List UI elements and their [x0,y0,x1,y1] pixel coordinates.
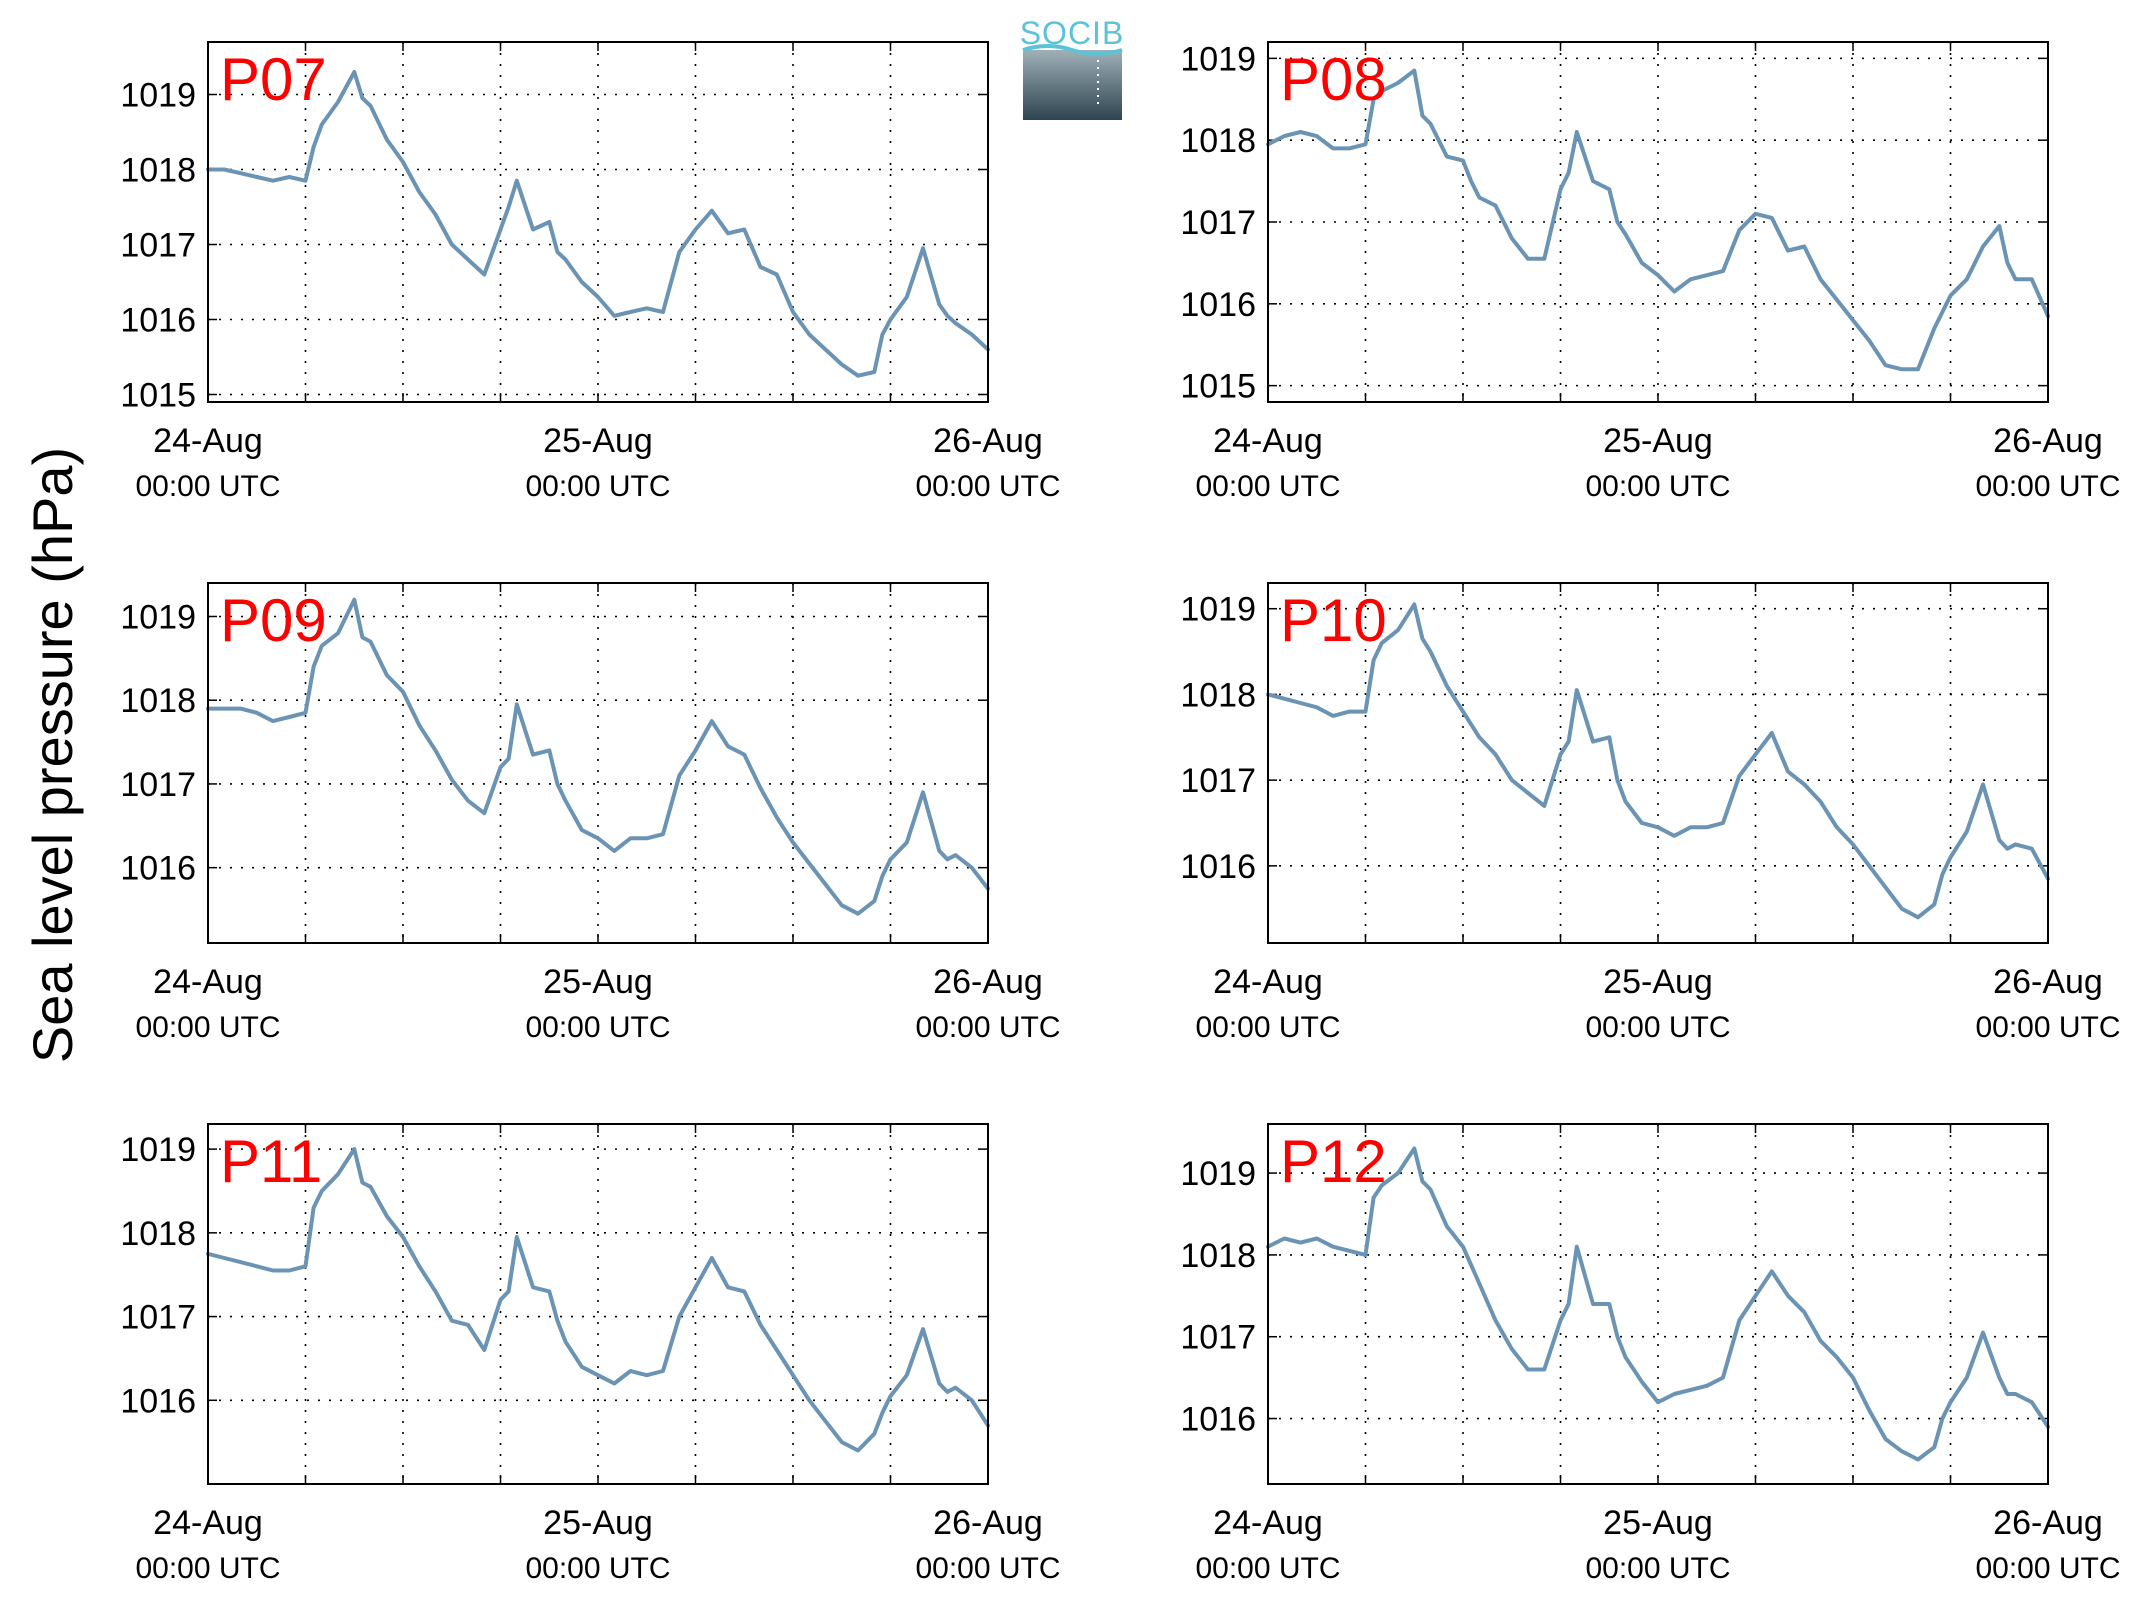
x-tick-label: 26-Aug [1993,422,2103,460]
y-tick-label: 1016 [120,1382,196,1420]
panel-title: P08 [1280,46,1387,113]
y-tick-label: 1017 [1180,204,1256,242]
y-tick-label: 1016 [120,850,196,888]
panel-p11: 1016 1017 1018 1019 24-Aug 00:00 UTC 25-Aug 00:… [120,1123,1061,1585]
x-tick-label: 24-Aug [1213,422,1323,460]
x-tick-sublabel: 00:00 UTC [525,1011,670,1044]
panels: 1015 1016 1017 1018 1019 24-Aug 00:00 UTC 25-Au… [120,40,2120,1585]
x-tick-sublabel: 00:00 UTC [525,470,670,503]
series-line [206,597,990,916]
x-tick-label: 25-Aug [543,422,653,460]
x-tick-sublabel: 00:00 UTC [135,470,280,503]
y-tick-label: 1019 [1180,1155,1256,1193]
panel-title: P11 [220,1128,322,1195]
figure-ylabel: Sea level pressure (hPa) [21,447,84,1063]
axes-frame [207,41,989,403]
y-tick-label: 1019 [120,598,196,636]
y-tick-label: 1015 [1180,368,1256,406]
axes-frame [1267,582,2049,944]
logo-wave [1022,44,1123,56]
y-tick-label: 1018 [120,682,196,720]
y-tick-label: 1019 [120,77,196,115]
panel-title: P10 [1280,587,1387,654]
y-tick-label: 1016 [1180,848,1256,886]
x-tick-label: 24-Aug [153,422,263,460]
x-tick-label: 24-Aug [153,1504,263,1542]
x-tick-sublabel: 00:00 UTC [1585,1011,1730,1044]
y-tick-label: 1019 [120,1131,196,1169]
x-tick-label: 25-Aug [1603,422,1713,460]
x-tick-sublabel: 00:00 UTC [1195,1552,1340,1585]
panel-p07: 1015 1016 1017 1018 1019 24-Aug 00:00 UTC 25-Au… [120,41,1061,503]
y-tick-label: 1019 [1180,40,1256,78]
axes-frame [1267,1123,2049,1485]
y-tick-label: 1017 [1180,762,1256,800]
x-tick-sublabel: 00:00 UTC [525,1552,670,1585]
x-tick-sublabel: 00:00 UTC [915,1552,1060,1585]
x-tick-label: 24-Aug [153,963,263,1001]
x-tick-sublabel: 00:00 UTC [915,470,1060,503]
panel-p09: 1016 1017 1018 1019 24-Aug 00:00 UTC 25-Aug 00:… [120,582,1061,1044]
y-tick-label: 1017 [120,227,196,265]
x-tick-sublabel: 00:00 UTC [915,1011,1060,1044]
panel-p12: 1016 1017 1018 1019 24-Aug 00:00 UTC 25-Aug 00:… [1180,1123,2121,1585]
y-tick-label: 1017 [120,1299,196,1337]
x-tick-label: 26-Aug [933,1504,1043,1542]
panel-p08: 1015 1016 1017 1018 1019 24-Aug 00:00 UTC 25-Au… [1180,40,2120,503]
y-tick-label: 1019 [1180,591,1256,629]
y-tick-label: 1018 [1180,122,1256,160]
y-tick-label: 1016 [1180,286,1256,324]
x-tick-label: 24-Aug [1213,1504,1323,1542]
x-tick-sublabel: 00:00 UTC [1975,470,2120,503]
panel-title: P07 [220,46,327,113]
axes-frame [1267,41,2049,403]
y-tick-label: 1016 [1180,1401,1256,1439]
panel-p10: 1016 1017 1018 1019 24-Aug 00:00 UTC 25-Aug 00:… [1180,582,2121,1044]
series-line [1266,68,2050,372]
y-tick-label: 1018 [1180,676,1256,714]
x-tick-label: 26-Aug [1993,1504,2103,1542]
x-tick-label: 25-Aug [543,963,653,1001]
y-tick-label: 1015 [120,377,196,415]
logo-text: SOCIB [1020,15,1125,51]
x-tick-sublabel: 00:00 UTC [1585,470,1730,503]
x-tick-label: 26-Aug [933,963,1043,1001]
y-tick-label: 1017 [1180,1319,1256,1357]
x-tick-label: 24-Aug [1213,963,1323,1001]
y-tick-label: 1018 [120,1215,196,1253]
series-line [1266,602,2050,920]
x-tick-sublabel: 00:00 UTC [1975,1552,2120,1585]
panel-title: P12 [1280,1128,1387,1195]
series-line [1266,1146,2050,1462]
series-line [206,70,990,378]
x-tick-label: 25-Aug [543,1504,653,1542]
x-tick-sublabel: 00:00 UTC [1975,1011,2120,1044]
axes-frame [207,582,989,944]
panel-title: P09 [220,587,327,654]
x-tick-label: 26-Aug [1993,963,2103,1001]
socib-logo: SOCIB [1020,15,1125,120]
x-tick-label: 25-Aug [1603,1504,1713,1542]
y-tick-label: 1018 [120,152,196,190]
logo-block [1023,50,1122,120]
y-tick-label: 1016 [120,302,196,340]
y-tick-label: 1018 [1180,1237,1256,1275]
y-tick-label: 1017 [120,766,196,804]
axes-frame [207,1123,989,1485]
x-tick-sublabel: 00:00 UTC [135,1552,280,1585]
x-tick-label: 25-Aug [1603,963,1713,1001]
x-tick-sublabel: 00:00 UTC [135,1011,280,1044]
x-tick-sublabel: 00:00 UTC [1195,470,1340,503]
x-tick-label: 26-Aug [933,422,1043,460]
series-line [206,1147,990,1453]
x-tick-sublabel: 00:00 UTC [1585,1552,1730,1585]
x-tick-sublabel: 00:00 UTC [1195,1011,1340,1044]
